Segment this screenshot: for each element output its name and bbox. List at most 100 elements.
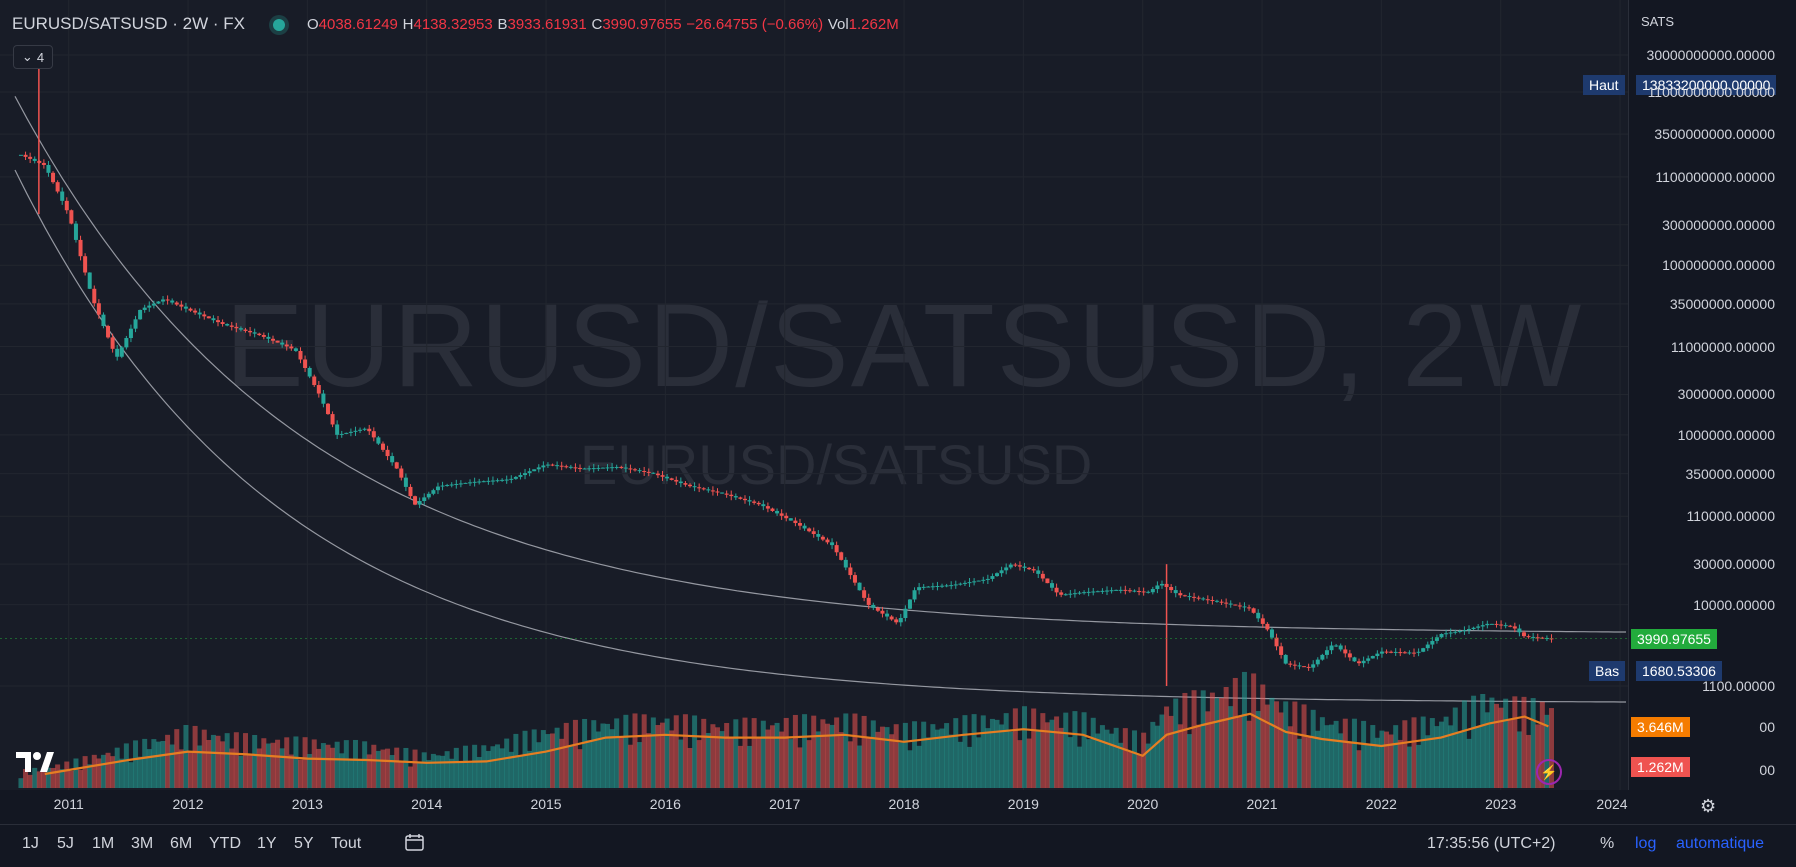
candle-body [477, 481, 482, 483]
volume-bar [1269, 697, 1275, 788]
low-tag-label: Bas [1589, 661, 1626, 681]
volume-bar [325, 744, 331, 788]
volume-bar [618, 736, 624, 788]
candle-body [587, 468, 592, 470]
chart-area[interactable]: EURUSD/SATSUSD, 2W EURUSD/SATSUSD EURUSD… [0, 0, 1628, 790]
candle-body [270, 338, 275, 341]
volume-bar [760, 720, 766, 788]
indicators-collapse-button[interactable]: ⌄ 4 [13, 45, 53, 69]
price-tick: 110000.00000 [1686, 508, 1776, 525]
candle-body [1072, 593, 1077, 595]
range-button-6m[interactable]: 6M [170, 835, 193, 852]
open-value: 4038.61249 [318, 16, 398, 33]
legend: EURUSD/SATSUSD · 2W · FX O4038.61249 H413… [12, 14, 899, 34]
symbol-title[interactable]: EURUSD/SATSUSD · 2W · FX [12, 14, 245, 33]
range-button-5j[interactable]: 5J [57, 835, 74, 852]
high-value: 4138.32953 [413, 16, 493, 33]
volume-bar [265, 743, 271, 788]
volume-bar [371, 744, 377, 788]
candle-body [894, 619, 899, 623]
candle-body [568, 466, 573, 468]
market-status-icon[interactable] [272, 18, 285, 31]
tradingview-logo-icon[interactable] [16, 752, 54, 777]
auto-toggle[interactable]: automatique [1676, 835, 1765, 852]
range-button-tout[interactable]: Tout [331, 835, 362, 852]
gear-icon[interactable]: ⚙ [1700, 796, 1717, 816]
time-tick: 2011 [53, 796, 84, 812]
range-button-1y[interactable]: 1Y [257, 835, 277, 852]
volume-bar [531, 729, 537, 788]
volume-bar [119, 758, 125, 788]
candle-body [1338, 645, 1343, 650]
range-button-3m[interactable]: 3M [131, 835, 154, 852]
volume-bar [1237, 716, 1243, 788]
candle-body [385, 449, 390, 457]
candle-body [921, 586, 926, 588]
volume-bar [1232, 677, 1238, 788]
candle-body [472, 481, 477, 483]
volume-bar [889, 734, 895, 788]
candle-body [793, 520, 798, 524]
volume-bar [582, 718, 588, 788]
volume-bar [550, 733, 556, 788]
candle-body [51, 172, 56, 183]
range-button-1m[interactable]: 1M [92, 835, 115, 852]
candle-body [687, 484, 692, 487]
candle-body [284, 344, 289, 347]
candle-body [92, 288, 97, 304]
price-scale[interactable]: SATS Haut 13833200000.00000 3990.97655 B… [1583, 0, 1796, 790]
range-button-1j[interactable]: 1J [22, 835, 39, 852]
volume-bar [256, 748, 262, 788]
volume-bar [430, 753, 436, 788]
candle-body [96, 303, 101, 315]
volume-bar [967, 746, 973, 788]
candle-body [165, 299, 170, 301]
open-label: O [306, 16, 319, 33]
volume-bar [1526, 734, 1532, 788]
candle-body [1439, 634, 1444, 638]
volume-bar [1246, 720, 1252, 788]
volume-bar [183, 724, 189, 788]
volume-bar [930, 724, 936, 788]
candle-body [972, 581, 977, 583]
candle-body [1008, 564, 1013, 568]
volume-bar [944, 723, 950, 788]
candle-body [115, 348, 120, 357]
range-button-5y[interactable]: 5Y [294, 835, 314, 852]
percent-toggle[interactable]: % [1600, 835, 1615, 852]
candle-body [1247, 607, 1252, 609]
candle-body [138, 309, 143, 320]
volume-bar [1099, 725, 1105, 788]
log-toggle[interactable]: log [1635, 835, 1657, 852]
date-range-icon[interactable] [404, 833, 426, 858]
volume-bar [261, 738, 267, 788]
volume-bar [476, 756, 482, 788]
candle-body [536, 467, 541, 470]
volume-bar [1503, 698, 1509, 788]
candle-body [660, 475, 665, 477]
volume-bar [1416, 744, 1422, 788]
volume-value-tag: 1.262M [1631, 757, 1690, 777]
range-button-ytd[interactable]: YTD [209, 835, 241, 852]
time-axis[interactable]: 2011 2012 2013 2014 2015 2016 2017 2018 2019 2020… [0, 790, 1628, 820]
volume-bar [1292, 701, 1298, 788]
volume-bar [1104, 729, 1110, 788]
volume-bar [1241, 671, 1247, 788]
candle-body [600, 467, 605, 469]
candle-body [1480, 625, 1485, 627]
volume-bar [1296, 738, 1302, 788]
volume-bar [953, 718, 959, 788]
clock-label[interactable]: 17:35:56 (UTC+2) [1427, 835, 1556, 852]
candle-body [550, 464, 555, 466]
volume-bar [646, 733, 652, 788]
candle-body [445, 485, 450, 487]
candle-body [440, 485, 445, 487]
low-value: 3933.61931 [507, 16, 587, 33]
candle-body [1448, 632, 1453, 634]
volume-bar [1228, 706, 1234, 788]
candle-body [761, 504, 766, 507]
candle-body [830, 542, 835, 546]
candle-body [518, 475, 523, 477]
lightning-icon[interactable]: ⚡ [1536, 759, 1562, 785]
volume-bar [1072, 711, 1078, 788]
